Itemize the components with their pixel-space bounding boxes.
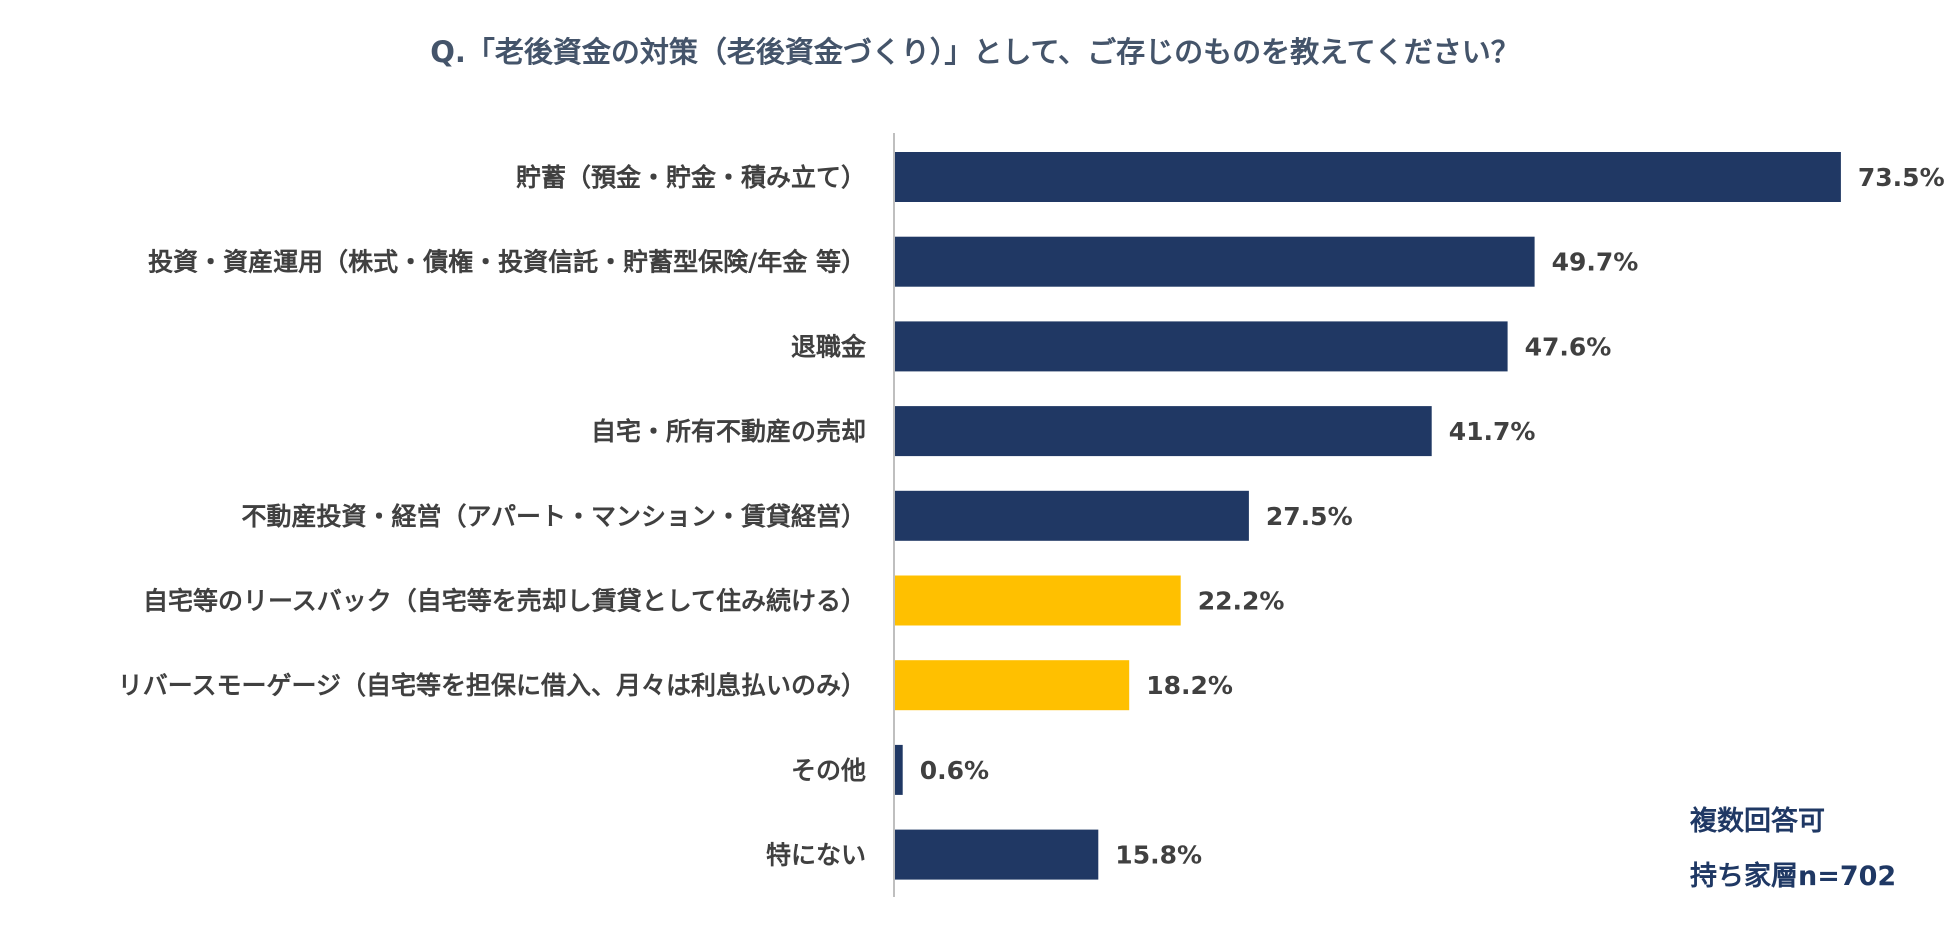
chart-title: Q.「老後資金の対策（老後資金づくり）」として、ご存じのものを教えてください？ (430, 35, 1520, 69)
value-label-5: 22.2% (1198, 587, 1285, 616)
value-label-0: 73.5% (1858, 163, 1945, 192)
value-label-6: 18.2% (1146, 671, 1233, 700)
bar-6 (895, 660, 1130, 711)
category-label-0: 貯蓄（預金・貯金・積み立て） (516, 163, 866, 192)
multiple-answer-note: 複数回答可 (1690, 805, 1825, 837)
bar-7 (895, 744, 903, 795)
bar-8 (895, 829, 1099, 880)
category-label-2: 退職金 (791, 332, 867, 361)
value-label-8: 15.8% (1115, 841, 1202, 870)
bar-0 (895, 152, 1841, 202)
bar-5 (895, 575, 1181, 626)
bar-4 (895, 490, 1249, 541)
value-label-1: 49.7% (1552, 248, 1639, 277)
category-label-7: その他 (791, 756, 866, 785)
bars-group: 貯蓄（預金・貯金・積み立て） 73.5% 投資・資産運用（株式・債権・投資信託・貯蓄… (118, 152, 1945, 880)
value-label-2: 47.6% (1525, 332, 1612, 361)
value-label-4: 27.5% (1266, 502, 1353, 531)
value-label-3: 41.7% (1449, 417, 1536, 446)
category-label-3: 自宅・所有不動産の売却 (591, 417, 866, 446)
sample-size-note: 持ち家層n=702 (1690, 860, 1896, 892)
category-label-6: リバースモーゲージ（自宅等を担保に借入、月々は利息払いのみ） (118, 671, 866, 700)
category-label-8: 特にない (766, 841, 866, 870)
category-label-5: 自宅等のリースバック（自宅等を売却し賃貸として住み続ける） (143, 587, 866, 616)
bar-3 (895, 406, 1432, 457)
bar-2 (895, 321, 1508, 372)
value-label-7: 0.6% (920, 756, 989, 785)
category-label-1: 投資・資産運用（株式・債権・投資信託・貯蓄型保険/年金 等） (148, 248, 866, 277)
category-label-4: 不動産投資・経営（アパート・マンション・賃貸経営） (241, 502, 866, 531)
bar-1 (895, 236, 1535, 287)
